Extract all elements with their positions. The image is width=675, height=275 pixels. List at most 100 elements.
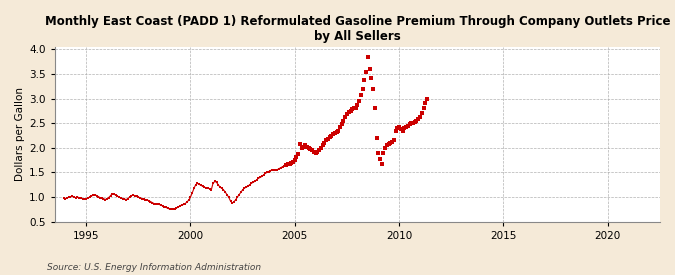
Point: [117, 196, 128, 201]
Point: [128, 193, 138, 197]
Point: [93, 194, 104, 199]
Point: [350, 105, 361, 110]
Point: [327, 132, 338, 136]
Point: [182, 200, 192, 204]
Point: [199, 185, 210, 189]
Point: [300, 143, 310, 148]
Point: [171, 206, 182, 210]
Point: [348, 106, 359, 111]
Point: [290, 158, 300, 162]
Point: [84, 195, 95, 199]
Point: [389, 138, 400, 143]
Point: [180, 201, 190, 206]
Point: [249, 179, 260, 183]
Point: [410, 120, 421, 125]
Point: [161, 205, 171, 210]
Point: [392, 126, 403, 130]
Point: [82, 196, 93, 200]
Point: [324, 135, 335, 139]
Point: [151, 202, 161, 206]
Point: [398, 128, 408, 133]
Point: [67, 194, 78, 198]
Point: [396, 127, 406, 131]
Point: [220, 190, 231, 194]
Point: [277, 164, 288, 169]
Point: [262, 170, 273, 175]
Point: [147, 200, 158, 205]
Point: [109, 192, 119, 196]
Point: [414, 115, 425, 120]
Point: [378, 151, 389, 155]
Point: [344, 110, 354, 115]
Point: [366, 76, 377, 80]
Point: [319, 141, 330, 145]
Point: [69, 195, 80, 199]
Point: [315, 146, 326, 150]
Point: [329, 131, 340, 135]
Point: [359, 78, 370, 82]
Point: [88, 193, 99, 197]
Point: [134, 196, 145, 200]
Point: [317, 143, 328, 148]
Point: [119, 197, 130, 201]
Point: [126, 193, 137, 198]
Point: [335, 125, 346, 130]
Point: [303, 146, 314, 150]
Point: [241, 185, 252, 189]
Point: [398, 128, 408, 133]
Point: [288, 160, 298, 164]
Point: [368, 87, 379, 91]
Point: [298, 145, 309, 149]
Point: [130, 193, 140, 198]
Point: [323, 137, 333, 141]
Point: [97, 196, 107, 200]
Point: [256, 174, 267, 179]
Point: [300, 143, 310, 148]
Point: [336, 122, 347, 127]
Point: [65, 194, 76, 199]
Point: [232, 195, 243, 199]
Point: [211, 180, 222, 185]
Point: [175, 204, 186, 208]
Point: [327, 132, 338, 136]
Point: [100, 197, 111, 202]
Point: [347, 107, 358, 112]
Point: [230, 197, 241, 202]
Point: [321, 138, 331, 143]
Point: [221, 192, 232, 197]
Point: [140, 197, 151, 202]
Point: [58, 196, 69, 200]
Point: [79, 196, 90, 201]
Point: [411, 119, 422, 123]
Point: [74, 196, 84, 200]
Point: [124, 195, 135, 199]
Point: [95, 196, 105, 200]
Point: [380, 146, 391, 150]
Point: [293, 152, 304, 156]
Point: [283, 162, 294, 166]
Point: [401, 125, 412, 130]
Point: [281, 163, 292, 167]
Point: [364, 67, 375, 71]
Point: [286, 160, 296, 165]
Point: [314, 148, 325, 153]
Point: [377, 161, 387, 166]
Title: Monthly East Coast (PADD 1) Reformulated Gasoline Premium Through Company Outlet: Monthly East Coast (PADD 1) Reformulated…: [45, 15, 670, 43]
Point: [364, 67, 375, 71]
Point: [302, 145, 313, 149]
Point: [121, 197, 132, 202]
Point: [258, 173, 269, 177]
Point: [389, 138, 400, 143]
Point: [333, 128, 344, 133]
Point: [319, 141, 330, 145]
Point: [401, 125, 412, 130]
Point: [291, 155, 302, 159]
Point: [169, 207, 180, 211]
Point: [308, 150, 319, 154]
Point: [294, 142, 305, 146]
Point: [133, 195, 144, 199]
Point: [331, 130, 342, 134]
Point: [188, 186, 199, 191]
Point: [406, 121, 416, 125]
Point: [406, 121, 416, 125]
